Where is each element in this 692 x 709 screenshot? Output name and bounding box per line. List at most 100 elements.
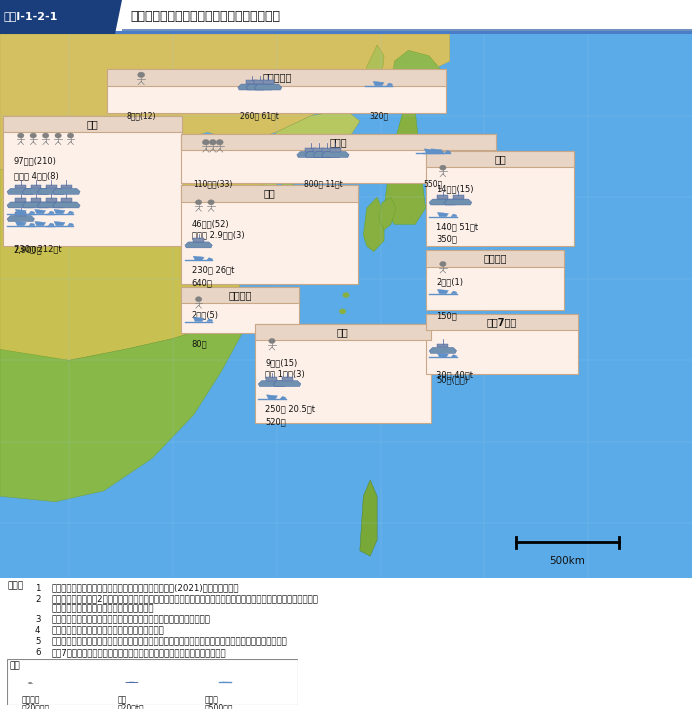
- Polygon shape: [15, 209, 26, 213]
- FancyBboxPatch shape: [181, 185, 358, 284]
- Circle shape: [343, 292, 349, 298]
- Text: 550機: 550機: [424, 179, 443, 188]
- Circle shape: [268, 338, 275, 343]
- Text: 230隻 26万t: 230隻 26万t: [192, 265, 234, 274]
- Polygon shape: [35, 209, 46, 213]
- Text: 2,900機: 2,900機: [14, 245, 42, 255]
- Text: （注）: （注）: [8, 581, 24, 590]
- Polygon shape: [54, 209, 65, 213]
- Polygon shape: [15, 199, 26, 202]
- Polygon shape: [7, 202, 35, 208]
- Polygon shape: [263, 80, 273, 84]
- FancyBboxPatch shape: [426, 314, 578, 374]
- Text: 海兵隊 4万人(8): 海兵隊 4万人(8): [14, 171, 59, 180]
- Polygon shape: [61, 184, 72, 189]
- Polygon shape: [48, 211, 54, 213]
- Bar: [0, 0, 110, 34]
- Polygon shape: [258, 381, 286, 386]
- Text: 14万人(15): 14万人(15): [436, 184, 473, 194]
- Polygon shape: [451, 291, 457, 294]
- Polygon shape: [305, 147, 316, 152]
- Text: （500機）: （500機）: [205, 703, 233, 709]
- Polygon shape: [360, 480, 377, 556]
- Text: 1: 1: [35, 584, 41, 593]
- Polygon shape: [0, 143, 277, 360]
- Circle shape: [334, 325, 341, 330]
- Circle shape: [439, 262, 446, 267]
- Polygon shape: [451, 354, 457, 357]
- Polygon shape: [313, 147, 325, 152]
- Text: 520機: 520機: [265, 417, 286, 426]
- FancyBboxPatch shape: [255, 324, 431, 423]
- Text: 海兵隊 2.9万人(3): 海兵隊 2.9万人(3): [192, 230, 244, 239]
- Polygon shape: [35, 221, 46, 225]
- Text: 極東ロシア: 極東ロシア: [262, 72, 291, 82]
- Polygon shape: [266, 181, 304, 273]
- Polygon shape: [48, 223, 54, 225]
- Polygon shape: [437, 344, 448, 347]
- Polygon shape: [445, 150, 450, 153]
- Polygon shape: [437, 213, 448, 217]
- Polygon shape: [15, 221, 26, 225]
- Bar: [426, 314, 578, 330]
- Polygon shape: [207, 319, 212, 321]
- Text: 台湾: 台湾: [337, 327, 349, 337]
- Polygon shape: [22, 202, 50, 208]
- Polygon shape: [37, 189, 65, 194]
- Bar: [181, 185, 358, 201]
- Polygon shape: [273, 381, 301, 386]
- Polygon shape: [429, 347, 457, 353]
- Text: 50機(艦載): 50機(艦載): [436, 375, 468, 384]
- Polygon shape: [30, 184, 42, 189]
- Polygon shape: [301, 336, 320, 376]
- Circle shape: [67, 133, 74, 138]
- Circle shape: [339, 308, 346, 314]
- Circle shape: [209, 140, 217, 145]
- Polygon shape: [330, 147, 341, 152]
- Polygon shape: [373, 82, 384, 86]
- Text: 韓国: 韓国: [264, 189, 275, 199]
- FancyBboxPatch shape: [3, 116, 182, 246]
- Text: 80機: 80機: [192, 340, 208, 348]
- Circle shape: [202, 140, 210, 145]
- Polygon shape: [297, 152, 325, 157]
- Text: 7: 7: [35, 659, 41, 669]
- Polygon shape: [246, 80, 257, 84]
- Text: 2: 2: [35, 595, 41, 603]
- Text: 2万人(1): 2万人(1): [436, 277, 463, 286]
- FancyBboxPatch shape: [107, 69, 446, 113]
- Text: 150機: 150機: [436, 312, 457, 320]
- Text: 350機: 350機: [436, 235, 457, 244]
- Polygon shape: [391, 50, 443, 99]
- Polygon shape: [263, 110, 360, 197]
- Polygon shape: [437, 195, 448, 199]
- Bar: [107, 69, 446, 86]
- Polygon shape: [46, 199, 57, 202]
- Polygon shape: [22, 189, 50, 194]
- Polygon shape: [363, 45, 384, 110]
- Polygon shape: [438, 150, 444, 153]
- Polygon shape: [282, 377, 293, 381]
- Polygon shape: [322, 147, 333, 152]
- FancyBboxPatch shape: [7, 659, 298, 705]
- Polygon shape: [255, 84, 282, 90]
- Polygon shape: [207, 257, 212, 260]
- Text: 4: 4: [35, 626, 41, 635]
- Polygon shape: [266, 377, 277, 381]
- Polygon shape: [15, 184, 26, 189]
- Polygon shape: [379, 197, 396, 230]
- Circle shape: [55, 133, 62, 138]
- Polygon shape: [193, 256, 204, 260]
- Text: 凡例: 凡例: [10, 661, 21, 671]
- Text: 260隻 61万t: 260隻 61万t: [240, 111, 280, 121]
- FancyBboxPatch shape: [426, 151, 574, 246]
- Polygon shape: [437, 353, 448, 357]
- Polygon shape: [246, 84, 273, 90]
- Polygon shape: [451, 214, 457, 217]
- Text: 640機: 640機: [192, 279, 212, 287]
- Polygon shape: [68, 211, 73, 213]
- Circle shape: [208, 200, 215, 205]
- Bar: [122, 29, 692, 31]
- Polygon shape: [429, 199, 457, 205]
- Text: 艦艇: 艦艇: [118, 696, 127, 704]
